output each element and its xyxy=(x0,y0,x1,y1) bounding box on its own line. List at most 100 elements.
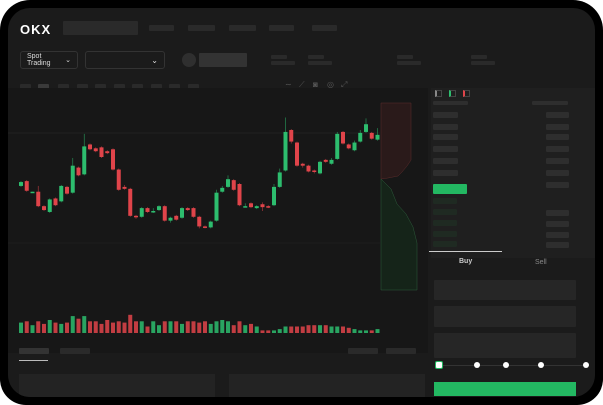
okx-logo[interactable]: OKX xyxy=(20,22,52,37)
timeframe-button[interactable] xyxy=(132,84,143,89)
candle-body xyxy=(88,144,92,150)
ask-price[interactable] xyxy=(433,124,458,130)
fullscreen-icon[interactable]: ⤢ xyxy=(341,80,348,89)
market-type-label: Spot Trading xyxy=(27,53,51,67)
amount-input[interactable] xyxy=(434,306,576,327)
volume-bar xyxy=(145,326,150,333)
timeframe-button[interactable] xyxy=(114,84,125,89)
pair-dropdown[interactable]: ⌄ xyxy=(85,51,165,69)
settings-icon[interactable]: ◎ xyxy=(327,80,334,89)
candle-body xyxy=(191,208,196,217)
timeframe-button[interactable] xyxy=(38,84,49,89)
volume-bar xyxy=(128,314,133,333)
filter-button[interactable] xyxy=(386,348,416,354)
timeframe-button[interactable] xyxy=(188,84,199,89)
bid-price[interactable] xyxy=(433,209,457,215)
tab-sell[interactable]: Sell xyxy=(535,259,547,266)
tab-buy[interactable]: Buy xyxy=(459,258,473,265)
timeframe-button[interactable] xyxy=(58,84,69,89)
volume-bar xyxy=(162,321,167,333)
candle-body xyxy=(341,131,345,144)
buy-submit-button[interactable] xyxy=(434,382,576,396)
slider-step-75[interactable] xyxy=(538,362,544,368)
volume-bar xyxy=(335,326,340,333)
stat-value xyxy=(308,61,332,65)
candle-body xyxy=(122,186,127,189)
asks-only-icon[interactable] xyxy=(463,90,470,97)
line-icon[interactable]: ∼ xyxy=(285,80,292,89)
volume-bar xyxy=(306,325,311,333)
volume-bar xyxy=(197,322,202,333)
both-sides-icon[interactable] xyxy=(435,90,442,97)
ask-amount[interactable] xyxy=(546,182,569,188)
tab-open-orders[interactable] xyxy=(19,348,49,354)
timeframe-button[interactable] xyxy=(20,84,31,89)
candle-body xyxy=(19,182,23,186)
ruler-icon[interactable]: ⟋ xyxy=(299,80,305,89)
market-type-dropdown[interactable]: Spot Trading ⌄ xyxy=(20,51,78,69)
timeframe-button[interactable] xyxy=(95,84,106,89)
candle-body xyxy=(231,180,236,190)
ask-amount[interactable] xyxy=(546,134,569,140)
volume-bar xyxy=(312,325,317,333)
bid-price[interactable] xyxy=(433,231,457,237)
candle-body xyxy=(168,217,173,221)
candle-body xyxy=(162,206,167,221)
nav-item[interactable] xyxy=(229,25,256,31)
volume-bar xyxy=(134,321,138,333)
ask-price[interactable] xyxy=(433,158,458,164)
volume-bar xyxy=(364,330,368,333)
volume-bar xyxy=(220,320,225,333)
nav-item[interactable] xyxy=(149,25,174,31)
nav-item[interactable] xyxy=(312,25,337,31)
volume-bar xyxy=(82,316,87,333)
stat-value xyxy=(471,61,495,65)
camera-icon[interactable]: ◙ xyxy=(313,80,318,89)
stat-label xyxy=(271,55,287,59)
candlestick-chart[interactable] xyxy=(8,88,428,353)
price-input[interactable] xyxy=(434,280,576,300)
timeframe-button[interactable] xyxy=(151,84,162,89)
bid-price[interactable] xyxy=(433,198,457,204)
candle-body xyxy=(99,147,104,157)
nav-item[interactable] xyxy=(188,25,215,31)
chart-area[interactable] xyxy=(8,88,428,353)
tab-order-history[interactable] xyxy=(60,348,90,354)
slider-track[interactable] xyxy=(439,365,587,366)
candle-body xyxy=(93,148,98,152)
ask-price[interactable] xyxy=(433,112,458,118)
ask-price[interactable] xyxy=(433,146,458,152)
ask-price[interactable] xyxy=(433,170,458,176)
ask-amount[interactable] xyxy=(546,146,569,152)
bid-amount[interactable] xyxy=(546,242,569,248)
slider-step-50[interactable] xyxy=(503,362,509,368)
slider-handle[interactable] xyxy=(435,361,443,369)
volume-bar xyxy=(249,323,253,333)
bid-price[interactable] xyxy=(433,220,457,226)
candle-body xyxy=(53,198,58,206)
filter-button[interactable] xyxy=(348,348,378,354)
slider-step-25[interactable] xyxy=(474,362,480,368)
volume-bar xyxy=(266,330,271,333)
bid-price[interactable] xyxy=(433,241,457,247)
candle-body xyxy=(254,206,259,209)
search-bar-placeholder[interactable] xyxy=(63,21,138,35)
ask-amount[interactable] xyxy=(546,170,569,176)
bid-amount[interactable] xyxy=(546,232,569,238)
last-price-highlight[interactable] xyxy=(433,184,467,194)
slider-step-100[interactable] xyxy=(583,362,589,368)
nav-item[interactable] xyxy=(269,25,294,31)
total-input[interactable] xyxy=(434,333,576,358)
volume-bar xyxy=(272,330,276,333)
ask-price[interactable] xyxy=(433,134,458,140)
ask-amount[interactable] xyxy=(546,112,569,118)
candle-body xyxy=(128,188,133,216)
ask-amount[interactable] xyxy=(546,124,569,130)
bid-amount[interactable] xyxy=(546,221,569,227)
bids-only-icon[interactable] xyxy=(449,90,456,97)
candle-body xyxy=(369,132,374,139)
ask-amount[interactable] xyxy=(546,158,569,164)
timeframe-button[interactable] xyxy=(169,84,180,89)
timeframe-button[interactable] xyxy=(77,84,88,89)
bid-amount[interactable] xyxy=(546,210,569,216)
